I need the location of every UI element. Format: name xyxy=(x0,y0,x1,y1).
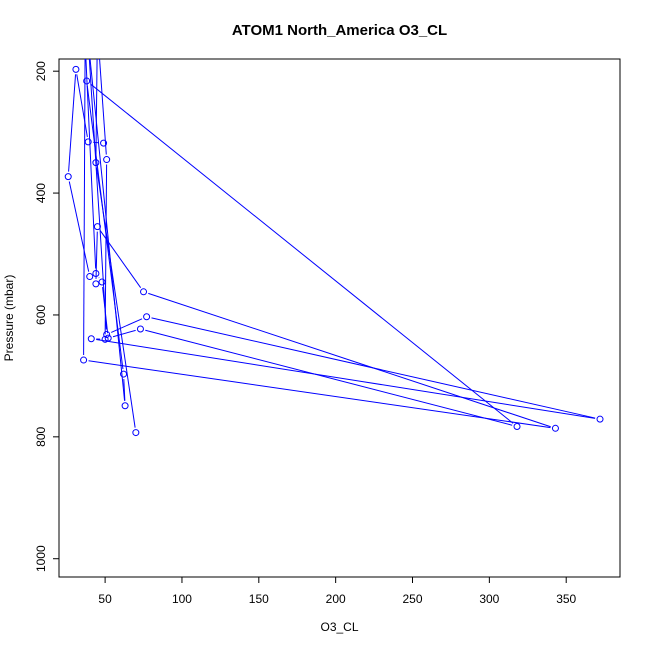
series-0-point-24 xyxy=(101,335,109,343)
chart-title: ATOM1 North_America O3_CL xyxy=(232,22,447,39)
series-0-point-10 xyxy=(82,39,88,45)
y-axis-label: Pressure (mbar) xyxy=(2,275,16,362)
series-0-point-13 xyxy=(104,334,112,342)
series-0-segment-5 xyxy=(95,231,98,279)
series-0-point-20 xyxy=(103,330,111,338)
x-tick-label-5: 300 xyxy=(479,592,499,606)
series-0-point-23 xyxy=(87,335,95,343)
x-axis: 50 100 150 200 250 300 350 xyxy=(98,577,577,606)
series-0-segment-22 xyxy=(96,339,596,419)
y-axis: 200 400 600 800 1000 xyxy=(34,61,59,572)
series-0-segment-9 xyxy=(83,59,86,356)
series-0-point-11 xyxy=(92,270,100,278)
y-tick-label-2: 600 xyxy=(34,305,48,325)
series-0-segment-26 xyxy=(95,59,98,158)
y-tick-label-1: 400 xyxy=(34,183,48,203)
series-0-segment-2 xyxy=(68,74,77,172)
series-0-segment-15 xyxy=(90,83,514,424)
series-0-segment-20 xyxy=(111,318,143,333)
series-0-point-8 xyxy=(551,424,559,432)
series-0-segment-13 xyxy=(112,329,136,338)
series-0-point-21 xyxy=(143,313,151,321)
series-0-point-18 xyxy=(121,402,129,410)
series-0-point-7 xyxy=(140,288,148,296)
series-points xyxy=(64,26,604,437)
x-tick-label-1: 100 xyxy=(172,592,192,606)
x-tick-label-6: 350 xyxy=(556,592,576,606)
series-0-segment-14 xyxy=(145,329,513,426)
series-0-point-26 xyxy=(94,26,100,32)
series-lines xyxy=(68,59,596,429)
series-0-segment-8 xyxy=(88,360,551,429)
x-axis-label: O3_CL xyxy=(320,620,358,634)
series-0-point-4 xyxy=(86,273,94,281)
series-0-segment-24 xyxy=(104,164,108,335)
plot-frame xyxy=(58,58,621,578)
series-0-point-0 xyxy=(100,139,108,147)
series-0-segment-27 xyxy=(96,167,136,428)
series-0-point-1 xyxy=(84,138,92,146)
series-0-point-17 xyxy=(120,370,128,378)
plot-area xyxy=(64,26,604,437)
series-0-segment-7 xyxy=(148,292,551,428)
series-0-segment-3 xyxy=(68,181,90,272)
series-0-point-9 xyxy=(80,356,88,364)
series-0-point-22 xyxy=(596,415,604,423)
series-0-segment-19 xyxy=(88,59,107,330)
x-tick-label-2: 150 xyxy=(249,592,269,606)
series-0-point-5 xyxy=(92,280,100,288)
y-tick-label-3: 800 xyxy=(34,427,48,447)
x-tick-label-4: 250 xyxy=(402,592,422,606)
series-0-point-2 xyxy=(72,65,80,73)
series-0-point-15 xyxy=(513,422,521,430)
series-0-point-25 xyxy=(103,156,111,164)
y-tick-label-4: 1000 xyxy=(34,545,48,572)
series-0-point-6 xyxy=(93,223,101,231)
series-0-point-3 xyxy=(64,173,72,181)
series-0-segment-1 xyxy=(76,74,88,138)
series-0-point-27 xyxy=(92,159,100,167)
series-0-point-14 xyxy=(136,325,144,333)
series-0-point-19 xyxy=(85,38,91,44)
series-0-point-16 xyxy=(83,77,91,85)
series-0-segment-21 xyxy=(151,317,596,419)
x-tick-label-0: 50 xyxy=(98,592,112,606)
series-0-segment-18 xyxy=(89,59,126,401)
series-0-point-28 xyxy=(132,429,140,437)
series-0-segment-25 xyxy=(99,59,107,155)
y-tick-label-0: 200 xyxy=(34,61,48,81)
x-tick-label-3: 200 xyxy=(326,592,346,606)
series-0-point-12 xyxy=(98,278,106,286)
